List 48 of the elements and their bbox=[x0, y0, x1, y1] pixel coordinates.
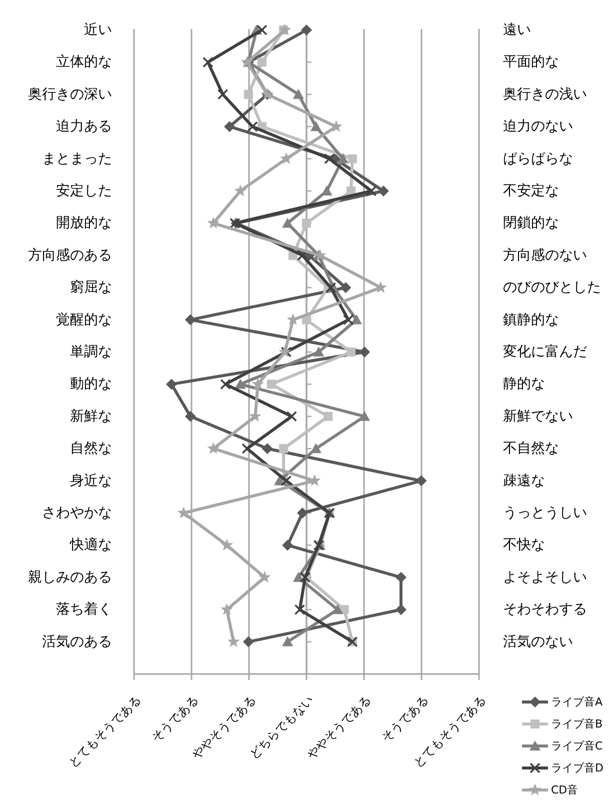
y-tick-label: 親しみのある bbox=[28, 569, 112, 586]
legend-label: ライブ音C bbox=[551, 740, 603, 752]
y2-tick-label: 不快な bbox=[503, 537, 545, 554]
y-tick-label: 自然な bbox=[70, 440, 112, 457]
y2-tick-label: そわそわする bbox=[503, 602, 587, 618]
y2-tick-label: 静的な bbox=[503, 376, 545, 392]
y-tick-label: 単調な bbox=[70, 344, 112, 360]
y-tick-label: 近い bbox=[84, 22, 112, 38]
y2-tick-label: 奥行きの浅い bbox=[503, 86, 587, 102]
y2-tick-label: うっとうしい bbox=[503, 505, 587, 521]
y-tick-label: 方向感のある bbox=[28, 247, 112, 264]
y-tick-label: さわやかな bbox=[42, 505, 112, 521]
y2-tick-label: 遠い bbox=[503, 22, 531, 38]
y-tick-label: 落ち着く bbox=[56, 602, 112, 618]
y-tick-label: 身近な bbox=[70, 472, 112, 489]
legend-label: ライブ音D bbox=[551, 762, 604, 774]
y-tick-label: 新鮮な bbox=[70, 408, 112, 424]
y2-tick-label: よそよそしい bbox=[503, 569, 587, 586]
y-tick-label: 活気のある bbox=[42, 634, 112, 650]
y2-tick-label: 迫力のない bbox=[503, 118, 573, 135]
y2-tick-label: 変化に富んだ bbox=[503, 344, 587, 360]
y2-tick-label: 活気のない bbox=[503, 634, 573, 650]
legend-label: ライブ音B bbox=[551, 718, 603, 730]
y-tick-label: 迫力ある bbox=[56, 118, 112, 135]
y2-tick-label: 鎮静的な bbox=[503, 312, 559, 328]
text: とてもそうである bbox=[66, 692, 144, 770]
text: そうである bbox=[148, 692, 201, 745]
y-tick-label: まとまった bbox=[42, 150, 112, 167]
y-tick-label: 安定した bbox=[56, 183, 112, 199]
y2-tick-label: 新鮮でない bbox=[503, 408, 573, 424]
y2-tick-label: のびのびとした bbox=[503, 280, 601, 296]
y2-tick-label: 不自然な bbox=[503, 440, 559, 457]
y-tick-label: 窮屈な bbox=[70, 280, 112, 296]
legend-label: CD音 bbox=[551, 784, 578, 796]
y-tick-label: 覚醒的な bbox=[56, 312, 112, 328]
y-tick-label: 開放的な bbox=[56, 215, 112, 232]
y-tick-label: 快適な bbox=[69, 537, 112, 554]
y-tick-label: 奥行きの深い bbox=[28, 86, 112, 102]
y2-tick-label: 閉鎖的な bbox=[503, 215, 559, 232]
y-tick-label: 立体的な bbox=[56, 54, 112, 70]
y2-tick-label: 不安定な bbox=[503, 183, 559, 199]
y2-tick-label: 疎遠な bbox=[503, 472, 545, 489]
y2-tick-label: 方向感のない bbox=[503, 247, 587, 264]
y2-tick-label: 平面的な bbox=[503, 54, 559, 70]
y2-tick-label: ばらばらな bbox=[503, 150, 573, 167]
legend-label: ライブ音A bbox=[551, 696, 603, 708]
y-tick-label: 動的な bbox=[70, 376, 112, 392]
text: そうである bbox=[378, 692, 431, 745]
